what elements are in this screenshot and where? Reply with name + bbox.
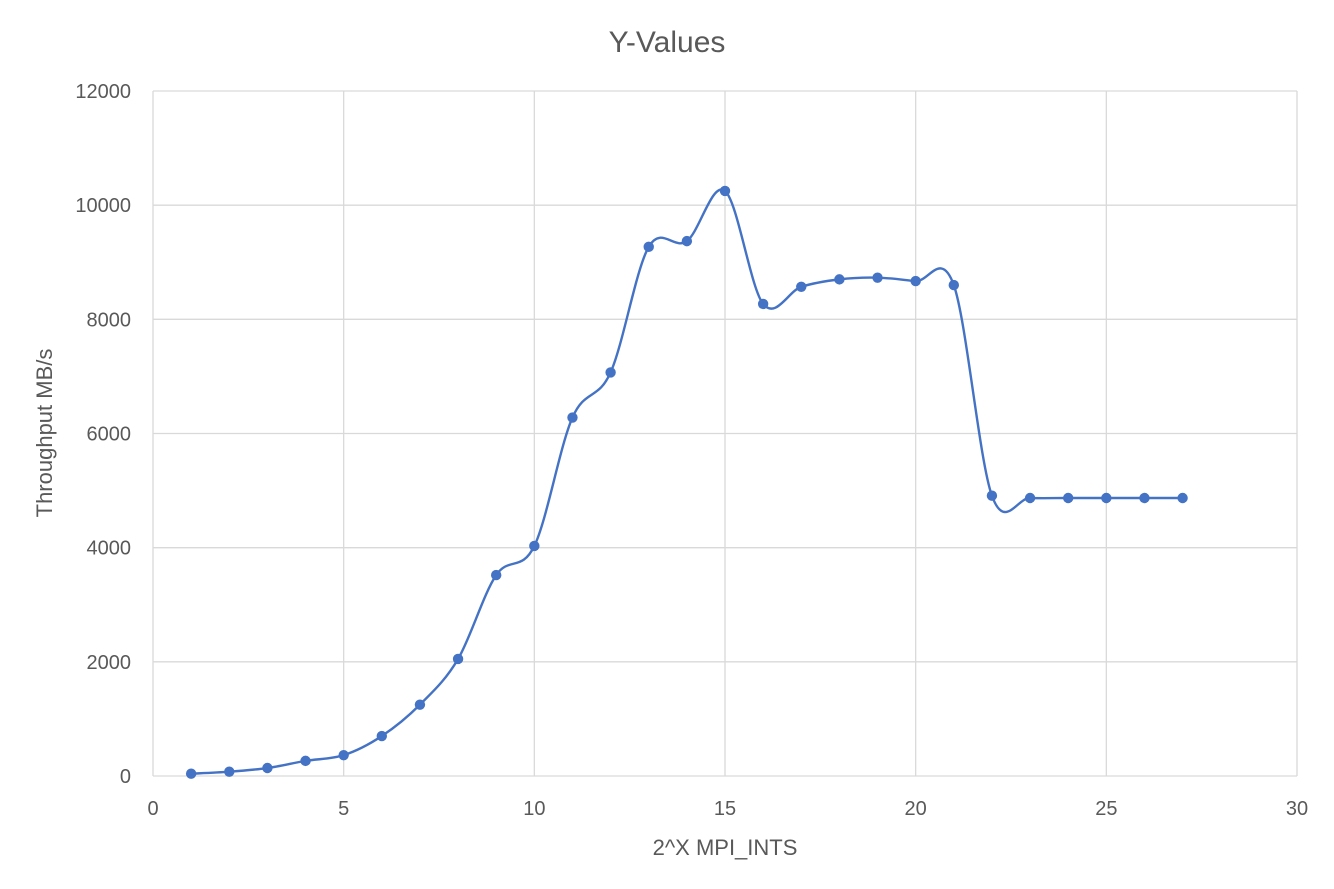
x-tick-label: 5 (338, 798, 349, 820)
data-point (872, 272, 883, 283)
tick-labels: 0 2000 4000 6000 8000 10000 12000 0 5 10 15 20 25 30 (75, 81, 1308, 820)
x-tick-label: 20 (905, 798, 927, 820)
x-tick-label: 25 (1095, 798, 1117, 820)
data-point (491, 569, 502, 581)
y-tick-label: 6000 (87, 424, 132, 446)
data-point (1177, 492, 1188, 504)
data-point (948, 279, 959, 291)
x-tick-label: 15 (714, 798, 736, 820)
y-tick-label: 8000 (87, 309, 132, 331)
data-point (338, 749, 349, 761)
y-axis-title: Throughput MB/s (32, 349, 57, 518)
data-point (796, 281, 807, 292)
data-point (185, 768, 197, 779)
data-point (910, 275, 921, 287)
data-point (376, 730, 387, 742)
data-point (224, 766, 235, 777)
y-tick-label: 10000 (75, 195, 131, 217)
x-tick-label: 30 (1286, 798, 1308, 820)
y-tick-label: 0 (120, 766, 131, 788)
series (185, 185, 1188, 779)
data-point (262, 762, 273, 774)
series-line (191, 188, 1183, 775)
data-point (567, 412, 578, 423)
data-point (643, 241, 654, 253)
data-point (414, 699, 426, 710)
x-axis-title: 2^X MPI_INTS (653, 835, 798, 860)
y-tick-label: 2000 (87, 652, 132, 674)
data-point (300, 755, 311, 767)
y-tick-label: 4000 (87, 538, 132, 560)
data-point (529, 540, 540, 552)
data-point (1063, 492, 1074, 504)
chart-title: Y-Values (609, 26, 726, 59)
data-point (719, 185, 731, 197)
data-point (757, 298, 769, 310)
data-point (605, 367, 616, 378)
gridlines (152, 90, 1298, 777)
data-point (834, 274, 845, 285)
data-point (1024, 492, 1036, 504)
data-point (1139, 492, 1150, 504)
data-point (986, 490, 998, 501)
data-point (1101, 492, 1112, 504)
data-point (681, 235, 693, 247)
x-tick-label: 10 (523, 798, 545, 820)
y-tick-label: 12000 (75, 81, 131, 103)
data-point (452, 653, 464, 665)
x-tick-label: 0 (147, 798, 158, 820)
